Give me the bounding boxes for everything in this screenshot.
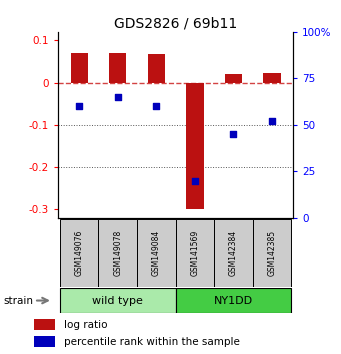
Bar [214, 219, 253, 287]
Text: GSM142384: GSM142384 [229, 230, 238, 276]
Point [192, 178, 198, 183]
Bar [60, 288, 176, 313]
Point [115, 94, 120, 100]
Text: log ratio: log ratio [64, 320, 108, 330]
Bar [71, 53, 88, 82]
Bar [34, 336, 55, 347]
Bar [34, 319, 55, 330]
Bar [137, 219, 176, 287]
Text: wild type: wild type [92, 296, 143, 306]
Text: GSM149076: GSM149076 [75, 230, 84, 276]
Bar [253, 219, 291, 287]
Bar [176, 219, 214, 287]
Text: GSM149078: GSM149078 [113, 230, 122, 276]
Title: GDS2826 / 69b11: GDS2826 / 69b11 [114, 17, 237, 31]
Bar [99, 219, 137, 287]
Bar [225, 74, 242, 82]
Text: GSM142385: GSM142385 [268, 230, 277, 276]
Point [269, 118, 275, 124]
Text: GSM149084: GSM149084 [152, 230, 161, 276]
Text: percentile rank within the sample: percentile rank within the sample [64, 337, 240, 347]
Text: GSM141569: GSM141569 [190, 230, 199, 276]
Bar [176, 288, 291, 313]
Bar [109, 53, 127, 82]
Bar [60, 219, 99, 287]
Point [231, 131, 236, 137]
Point [153, 103, 159, 109]
Text: strain: strain [3, 296, 33, 306]
Bar [148, 54, 165, 82]
Point [76, 103, 82, 109]
Text: NY1DD: NY1DD [214, 296, 253, 306]
Bar [263, 73, 281, 82]
Bar [186, 82, 204, 209]
